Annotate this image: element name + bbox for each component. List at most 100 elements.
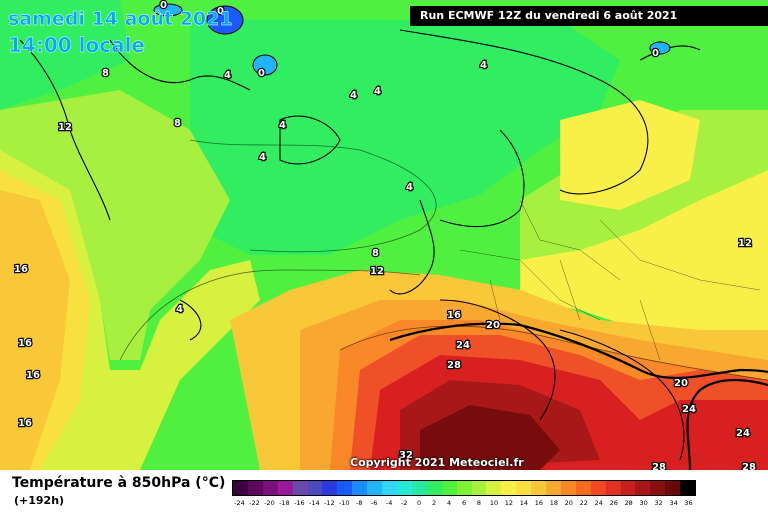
contour-label: 4 (350, 90, 357, 101)
contour-label: 8 (372, 248, 379, 259)
run-banner: Run ECMWF 12Z du vendredi 6 août 2021 (410, 6, 768, 26)
legend-swatch (307, 481, 323, 495)
variable-label: Température à 850hPa (°C) (12, 475, 226, 491)
isoline-20 (339, 325, 768, 381)
contour-label: 0 (160, 0, 167, 11)
legend-tick-label: -20 (264, 499, 275, 507)
contour-label: 0 (217, 6, 224, 17)
legend-swatch (471, 481, 487, 495)
contour-label: 16 (14, 264, 28, 275)
contour-label: 4 (406, 182, 413, 193)
field-yellow-scand (560, 100, 700, 210)
contour-label: 24 (682, 404, 696, 415)
legend-tick-label: 2 (432, 499, 437, 507)
legend-tick-label: -24 (234, 499, 245, 507)
contour-label: 28 (652, 462, 666, 470)
legend-tick-label: 36 (684, 499, 693, 507)
legend-swatch (352, 481, 368, 495)
contour-label: 12 (58, 122, 72, 133)
contour-label: 4 (176, 304, 183, 315)
color-scale-swatches (232, 480, 696, 496)
legend-tick-label: -14 (309, 499, 320, 507)
legend-swatch (620, 481, 636, 495)
legend-swatch (665, 481, 681, 495)
legend-swatch (277, 481, 293, 495)
legend-swatch (441, 481, 457, 495)
copyright-text: Copyright 2021 Meteociel.fr (350, 456, 524, 469)
legend-swatch (501, 481, 517, 495)
forecast-date: samedi 14 août 2021 (8, 8, 233, 30)
contour-label: 8 (174, 118, 181, 129)
legend-tick-label: -12 (323, 499, 335, 507)
legend-tick-label: 26 (609, 499, 618, 507)
color-scale-ticks: -24 -22 -20 -18 -16 -14 -12 -10 -8 -6 -4 -2 0 2 4 6 8 10 1… (232, 499, 696, 507)
legend-swatch (575, 481, 591, 495)
legend-tick-label: 32 (654, 499, 663, 507)
contour-label: 4 (279, 120, 286, 131)
field-orange-west (0, 190, 70, 470)
legend-swatch (411, 481, 427, 495)
legend-tick-label: -22 (249, 499, 260, 507)
contour-label: 16 (18, 418, 32, 429)
legend-tick-label: -4 (385, 499, 393, 507)
legend-swatch (516, 481, 532, 495)
legend-tick-label: 12 (504, 499, 514, 507)
contour-label: 8 (102, 68, 109, 79)
isoline-12 (119, 269, 421, 361)
contour-label: 12 (370, 266, 384, 277)
legend-tick-label: 20 (564, 499, 573, 507)
legend-tick-label: -18 (279, 499, 290, 507)
field-light-green (0, 90, 230, 360)
country-borders (459, 199, 761, 361)
legend-tick-label: 0 (417, 499, 422, 507)
legend-swatch (680, 481, 696, 495)
contour-label: 0 (258, 68, 265, 79)
contour-label: 28 (742, 462, 756, 470)
color-scale-legend: -24 -22 -20 -18 -16 -14 -12 -10 -8 -6 -4 -2 0 2 4 6 8 10 1… (232, 480, 696, 507)
legend-swatch (367, 481, 383, 495)
contour-label: 4 (259, 152, 266, 163)
legend-tick-label: -10 (338, 499, 350, 507)
contour-label: 32 (399, 450, 413, 461)
zero-spot-iceland (206, 5, 244, 35)
legend-tick-label: -8 (355, 499, 363, 507)
legend-swatch (233, 481, 248, 495)
contour-label: 16 (447, 310, 461, 321)
legend-swatch (426, 481, 442, 495)
contour-label: 12 (738, 238, 752, 249)
legend-tick-label: 8 (476, 499, 482, 507)
legend-swatch (322, 481, 338, 495)
legend-swatch (337, 481, 353, 495)
field-core (420, 405, 560, 470)
contour-label: 0 (652, 48, 659, 59)
legend-tick-label: -2 (400, 499, 408, 507)
legend-swatch (531, 481, 547, 495)
contour-label: 28 (447, 360, 461, 371)
legend-tick-label: 24 (594, 499, 603, 507)
temperature-map: 0 0 0 8 4 0 4 4 4 8 12 4 4 4 16 8 12 12 … (0, 0, 768, 470)
contour-label: 20 (674, 378, 688, 389)
field-greenland-ice-west (0, 0, 110, 90)
legend-swatch (292, 481, 308, 495)
legend-swatch (605, 481, 621, 495)
field-yellow-east (520, 170, 768, 330)
legend-tick-label: -16 (294, 499, 305, 507)
legend-tick-label: 10 (489, 499, 499, 507)
legend-swatch (247, 481, 263, 495)
zero-spot-north (649, 41, 671, 55)
contour-label: 24 (736, 428, 750, 439)
contour-label: 4 (374, 86, 381, 97)
legend-swatch (546, 481, 561, 495)
legend-tick-label: 22 (579, 499, 588, 507)
legend-tick-label: 34 (669, 499, 678, 507)
legend-tick-label: 4 (446, 499, 452, 507)
zero-spot-nw (153, 3, 183, 17)
legend-swatch (382, 481, 397, 495)
legend-tick-label: 30 (639, 499, 648, 507)
contour-label: 16 (26, 370, 40, 381)
legend-swatch (590, 481, 606, 495)
legend-swatch (456, 481, 472, 495)
legend-tick-label: 14 (519, 499, 529, 507)
heat-boundary-east (686, 378, 768, 470)
